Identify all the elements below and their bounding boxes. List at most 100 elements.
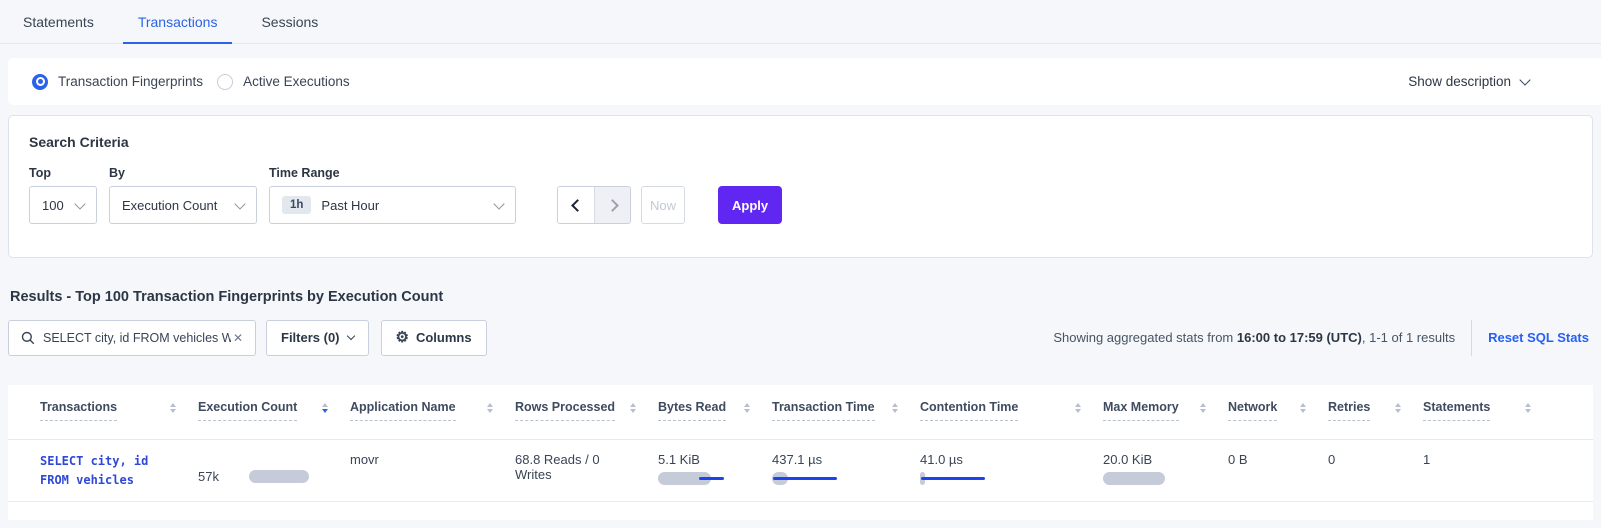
sort-icons <box>1200 403 1206 413</box>
vertical-divider <box>1471 319 1473 356</box>
column-header-execution-count[interactable]: Execution Count <box>198 400 350 439</box>
cell-bytes-read: 5.1 KiB <box>658 452 772 501</box>
transaction-fingerprint-link[interactable]: SELECT city, id FROM vehicles <box>40 454 149 487</box>
chevron-down-icon <box>74 197 86 210</box>
tab-statements[interactable]: Statements <box>23 14 94 30</box>
sort-icons <box>322 403 328 413</box>
tab-sessions[interactable]: Sessions <box>261 14 319 30</box>
search-box[interactable]: ✕ <box>8 319 256 356</box>
time-range-badge: 1h <box>282 196 312 214</box>
table-row: SELECT city, id FROM vehicles 57k movr 6… <box>8 440 1593 502</box>
cell-execution-count: 57k <box>198 452 350 501</box>
tab-transactions[interactable]: Transactions <box>122 2 233 44</box>
bytes-read-bar <box>658 472 728 485</box>
bytes-read-value: 5.1 KiB <box>658 452 700 467</box>
column-header-network[interactable]: Network <box>1228 400 1328 439</box>
gear-icon: ⚙ <box>395 329 409 346</box>
cell-network: 0 B <box>1228 452 1248 467</box>
clear-search-icon[interactable]: ✕ <box>232 330 243 345</box>
chevron-down-icon <box>493 197 505 210</box>
column-header-max-memory[interactable]: Max Memory <box>1103 400 1228 439</box>
chevron-down-icon <box>234 197 246 210</box>
by-select[interactable]: Execution Count <box>109 186 257 224</box>
top-select[interactable]: 100 <box>29 186 97 224</box>
time-range-value: Past Hour <box>321 197 380 213</box>
sort-icons <box>892 403 898 413</box>
by-field: By Execution Count <box>109 166 257 224</box>
reset-sql-stats-link[interactable]: Reset SQL Stats <box>1488 330 1589 345</box>
filters-label: Filters (0) <box>281 330 340 345</box>
search-criteria-title: Search Criteria <box>29 134 129 150</box>
show-description-label: Show description <box>1408 74 1511 89</box>
cell-retries: 0 <box>1328 452 1336 467</box>
next-time-window-button[interactable] <box>594 187 630 223</box>
chevron-down-icon <box>1519 74 1531 86</box>
by-label: By <box>109 166 125 180</box>
sort-icons <box>630 403 636 413</box>
max-memory-bar <box>1103 472 1173 485</box>
results-toolbar: ✕ Filters (0) ⚙ Columns Showing aggregat… <box>8 319 1593 356</box>
time-range-field: Time Range 1h Past Hour <box>269 166 516 224</box>
search-criteria-panel: Search Criteria Top 100 By Execution Cou… <box>8 115 1593 258</box>
aggregated-stats-text: Showing aggregated stats from 16:00 to 1… <box>1053 330 1456 345</box>
column-header-rows-processed[interactable]: Rows Processed <box>515 400 658 439</box>
view-toggle-bar: Transaction Fingerprints Active Executio… <box>8 58 1601 105</box>
columns-label: Columns <box>415 330 472 345</box>
show-description-toggle[interactable]: Show description <box>1408 74 1531 89</box>
radio-selected-icon <box>32 73 48 90</box>
execution-count-value: 57k <box>198 469 219 484</box>
contention-time-value: 41.0 µs <box>920 452 963 467</box>
page-tabbar: Statements Transactions Sessions <box>0 0 1601 44</box>
table-header-row: Transactions Execution Count Application… <box>8 385 1593 440</box>
column-header-statements[interactable]: Statements <box>1423 400 1553 439</box>
sort-icons <box>487 403 493 413</box>
stats-area: Showing aggregated stats from 16:00 to 1… <box>1053 319 1593 356</box>
radio-label: Active Executions <box>243 74 350 89</box>
top-select-value: 100 <box>42 197 64 213</box>
column-header-application-name[interactable]: Application Name <box>350 400 515 439</box>
search-icon <box>21 331 35 345</box>
column-header-retries[interactable]: Retries <box>1328 400 1423 439</box>
chevron-left-icon <box>571 198 584 212</box>
by-select-value: Execution Count <box>122 197 218 213</box>
search-input[interactable] <box>43 330 231 345</box>
chevron-right-icon <box>606 198 619 212</box>
cell-transaction-time: 437.1 µs <box>772 452 920 501</box>
time-range-label: Time Range <box>269 166 340 180</box>
transaction-time-bar <box>772 472 842 485</box>
top-label: Top <box>29 166 51 180</box>
cell-max-memory: 20.0 KiB <box>1103 452 1228 501</box>
contention-time-bar <box>920 472 990 485</box>
column-header-bytes-read[interactable]: Bytes Read <box>658 400 772 439</box>
radio-active-executions[interactable]: Active Executions <box>217 73 350 90</box>
previous-time-window-button[interactable] <box>558 187 594 223</box>
now-button[interactable]: Now <box>641 186 685 224</box>
sort-icons <box>1075 403 1081 413</box>
radio-unselected-icon <box>217 73 234 90</box>
top-field: Top 100 <box>29 166 97 224</box>
columns-button[interactable]: ⚙ Columns <box>380 319 487 356</box>
cell-transaction: SELECT city, id FROM vehicles <box>40 452 198 501</box>
sort-icons <box>1525 403 1531 413</box>
sort-icons <box>1395 403 1401 413</box>
cell-application-name: movr <box>350 452 379 467</box>
cell-contention-time: 41.0 µs <box>920 452 1103 501</box>
radio-transaction-fingerprints[interactable]: Transaction Fingerprints <box>32 73 204 90</box>
time-range-select[interactable]: 1h Past Hour <box>269 186 516 224</box>
column-header-transaction-time[interactable]: Transaction Time <box>772 400 920 439</box>
cell-statements: 1 <box>1423 452 1431 467</box>
results-heading: Results - Top 100 Transaction Fingerprin… <box>10 289 444 305</box>
column-header-contention-time[interactable]: Contention Time <box>920 400 1103 439</box>
filters-button[interactable]: Filters (0) <box>266 319 369 356</box>
max-memory-value: 20.0 KiB <box>1103 452 1153 467</box>
time-window-arrows <box>557 186 631 224</box>
sort-icons <box>1300 403 1306 413</box>
execution-count-bar <box>248 470 309 483</box>
sort-icons <box>170 403 176 413</box>
sort-icons <box>744 403 750 413</box>
radio-label: Transaction Fingerprints <box>58 74 204 89</box>
cell-rows-processed: 68.8 Reads / 0 Writes <box>515 452 600 482</box>
apply-button[interactable]: Apply <box>718 186 783 224</box>
column-header-transactions[interactable]: Transactions <box>40 400 198 439</box>
